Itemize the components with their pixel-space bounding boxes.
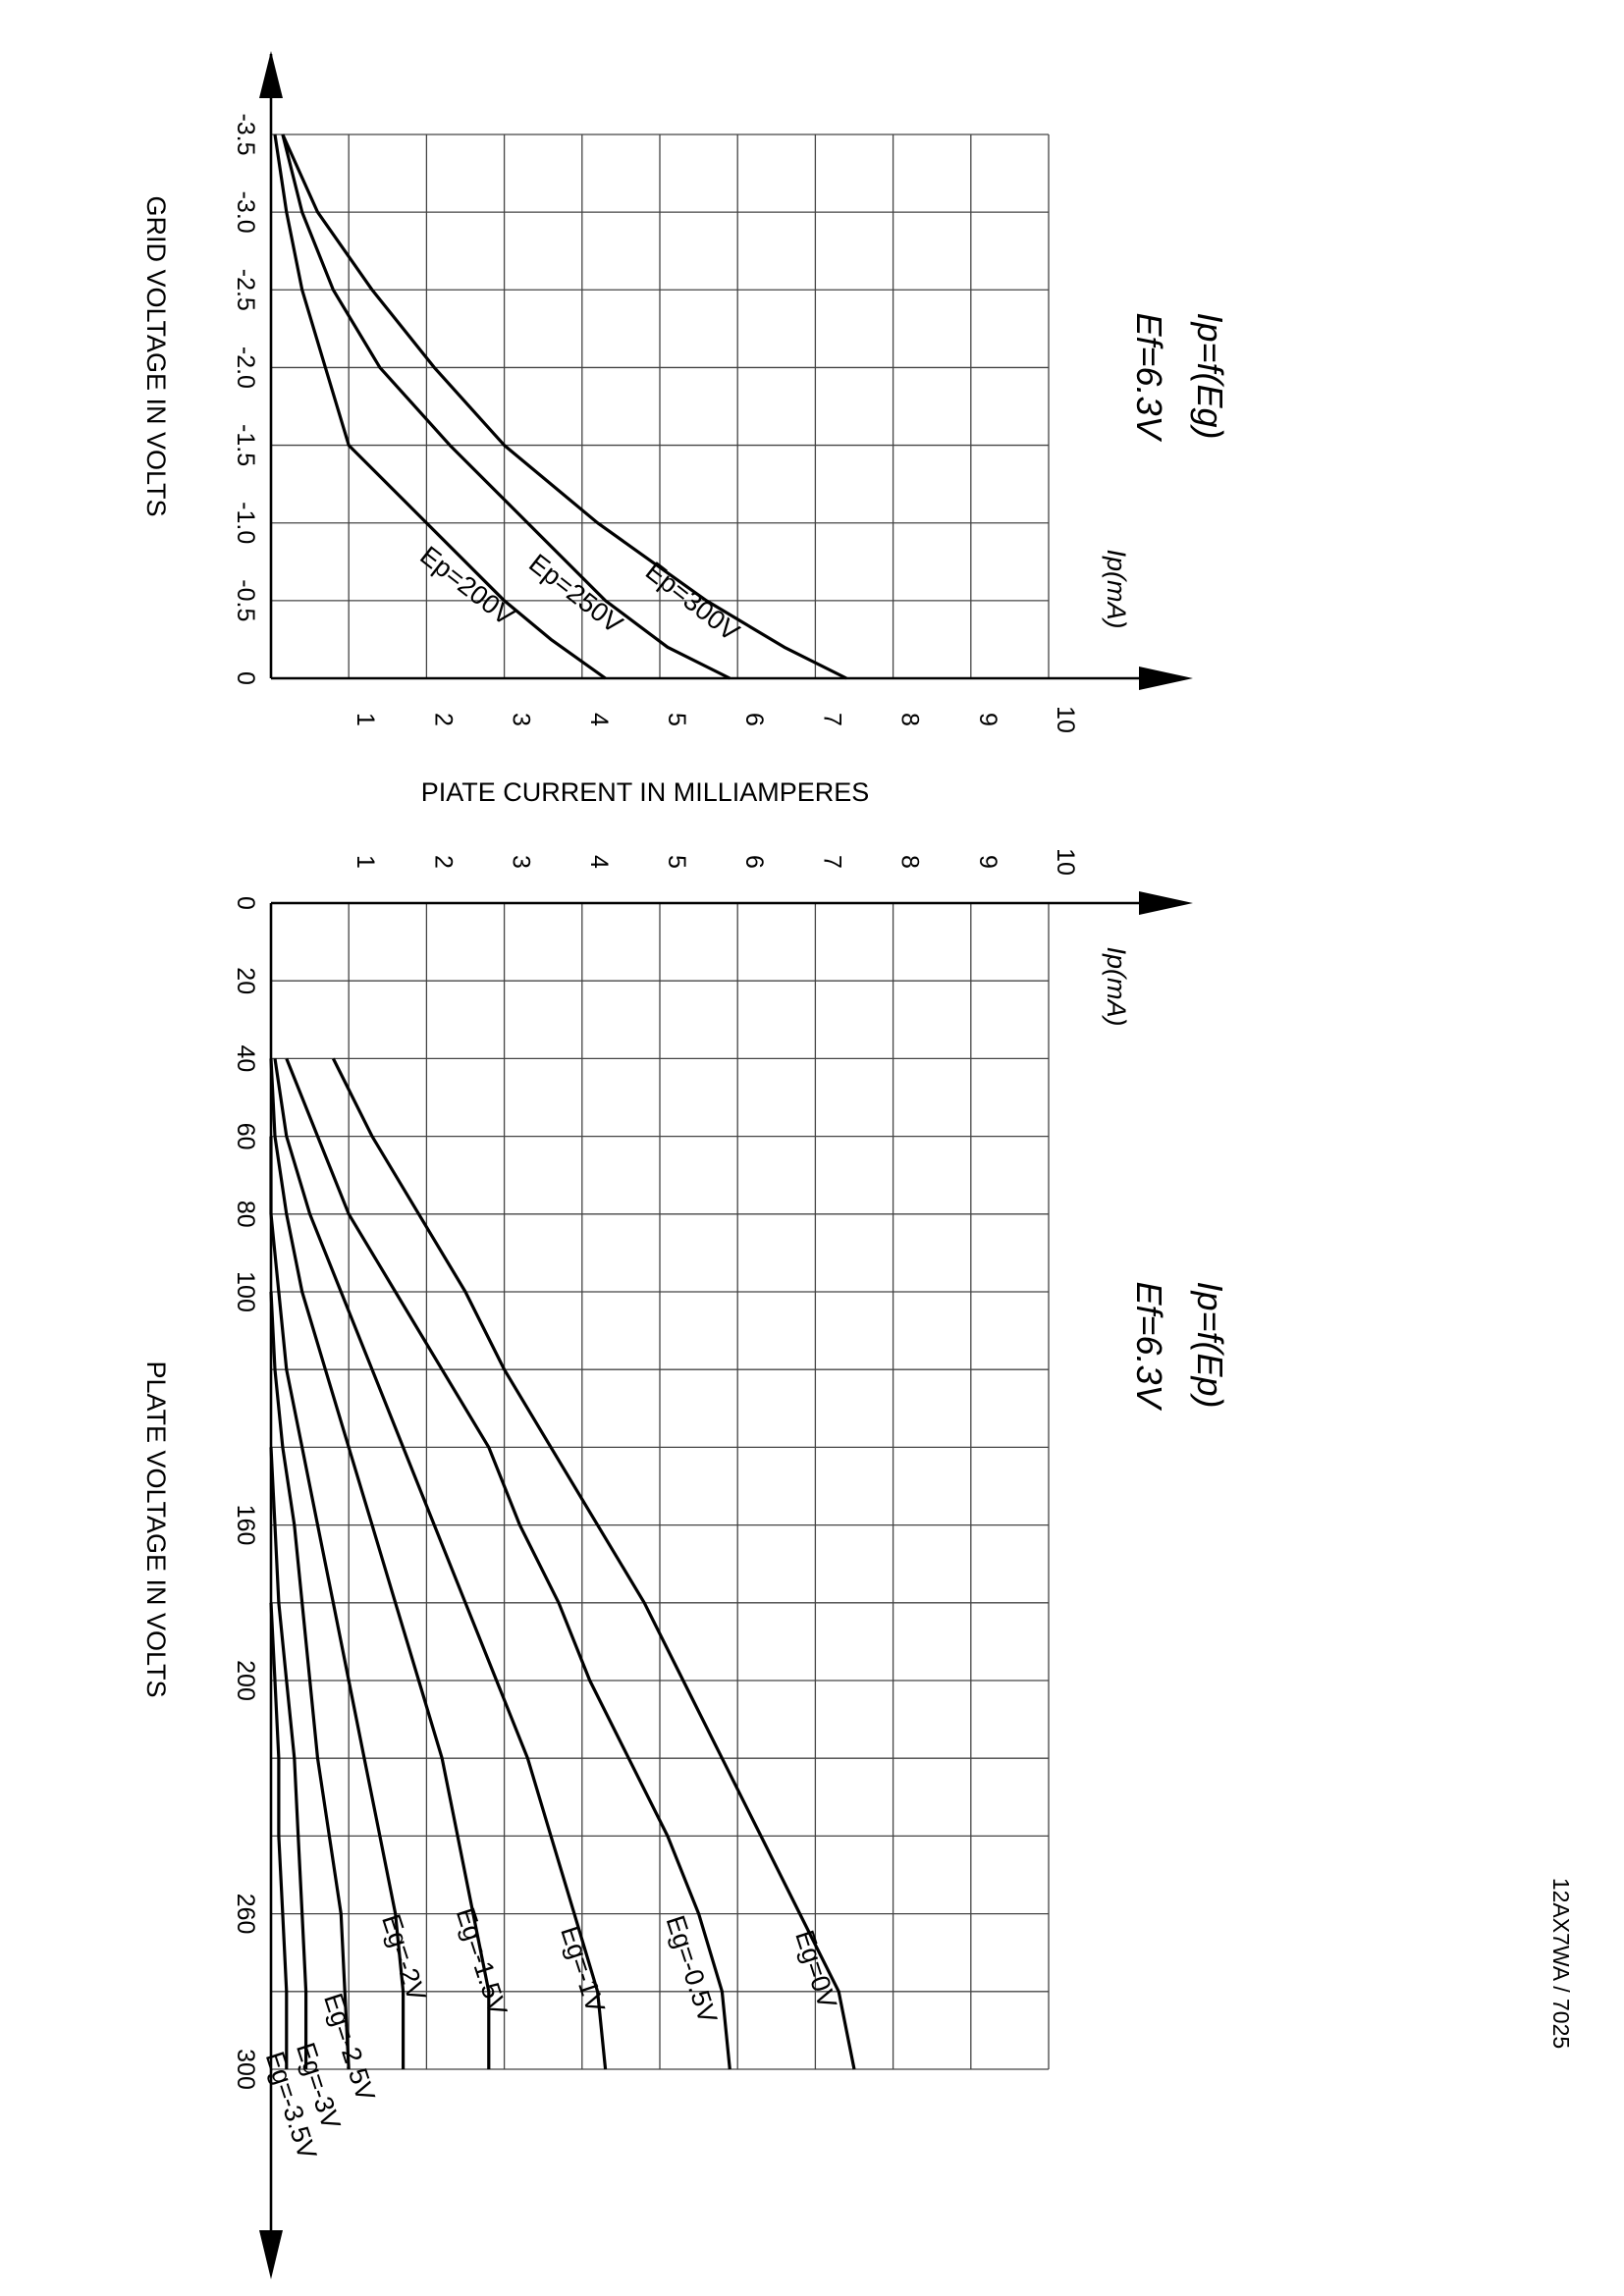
chart2-current-tick-label: 9 [974,855,1001,869]
chart1-grid-voltage-tick-label: -3.5 [232,113,259,155]
chart2-current-tick-label: 2 [429,855,457,869]
chart2-plate-voltage-tick-label: 60 [232,1123,259,1150]
chart1-axes [259,51,1193,690]
chart2-current-tick-label: 7 [818,855,845,869]
chart1-grid-voltage-tick-label: -2.5 [232,269,259,311]
chart1-grid-voltage-tick-label: -0.5 [232,579,259,621]
chart1-curve-label-ep-300v: Ep=300V [640,556,745,647]
curve-eg-0-5v [285,1057,731,2070]
chart2-current-tick-label: 6 [740,855,768,869]
chart2-curve-label-eg-0v: Eg=0V [789,1927,842,2012]
chart1-curve-label-ep-250v: Ep=250V [523,549,628,640]
curve-eg-3v [269,1447,308,2069]
chart2-plate-voltage-tick-label: 100 [232,1271,259,1312]
chart1-current-tick-label: 10 [1052,706,1079,733]
chart2-current-axis-arrow [1139,891,1193,915]
chart2-axes [259,891,1193,2279]
curve-eg-1-5v [269,1058,491,2069]
chart2-current-tick-label: 4 [585,855,613,869]
chart2-plate-voltage-tick-label: 160 [232,1505,259,1546]
chart2-current-tick-label: 1 [352,855,379,869]
chart1-grid-voltage-tick-label: -1.5 [232,424,259,466]
chart2-grid [270,902,1050,2070]
chart2-subtitle: Ef=6.3V [1129,1281,1169,1411]
chart2-plate-voltage-ticks: 0 20 40 60 80 100 160 200 260 300 [232,896,259,2090]
chart1-grid-voltage-tick-label: -3.0 [232,191,259,234]
chart1-current-tick-label: 7 [818,713,845,726]
chart2-current-ticks: 1 2 3 4 5 6 7 8 9 10 [352,848,1079,876]
curve-eg-1v [273,1058,608,2070]
chart1-curve-label-ep-200v: Ep=200V [414,541,519,632]
chart1-current-unit: Ip(mA) [1102,550,1131,629]
chart1-subtitle: Ef=6.3V [1129,312,1169,442]
chart2-plate-voltage-tick-label: 260 [232,1894,259,1935]
chart1-curves [273,133,847,680]
chart1-current-axis-arrow [1139,667,1193,690]
chart2-curve-label-eg-2v: Eg=-2V [376,1911,432,2005]
chart2-current-tick-label: 5 [663,855,690,869]
chart1-current-ticks: 1 2 3 4 5 6 7 8 9 10 [352,706,1079,733]
chart2-plate-voltage-tick-label: 20 [232,967,259,994]
chart2-plate-voltage-tick-label: 80 [232,1201,259,1228]
curve-eg-2v [269,1136,406,2069]
curve-ep-300v [281,133,847,680]
chart1-grid-voltage-axis-label: GRID VOLTAGE IN VOLTS [141,195,171,516]
chart2-curve-labels: Eg=0VEg=-0.5VEg=-1VEg=-1.5VEg=-2VEg=-2.5… [260,1904,842,2163]
chart2-title: Ip=f(Ep) [1190,1281,1230,1408]
curve-eg-0v [331,1057,856,2070]
chart2-plate-voltage-axis-label: PLATE VOLTAGE IN VOLTS [141,1361,171,1697]
chart1-voltage-axis-arrow [259,51,283,98]
chart1-title: Ip=f(Eg) [1190,312,1230,439]
chart1-current-tick-label: 3 [508,713,535,726]
chart1-current-tick-label: 1 [352,713,379,726]
chart2-plate-voltage-tick-label: 0 [232,896,259,910]
curve-eg-2-5v [269,1291,351,2070]
chart-ip-vs-plate-voltage: Eg=0VEg=-0.5VEg=-1VEg=-1.5VEg=-2VEg=-2.5… [141,848,1230,2279]
curve-eg-3-5v [269,1602,289,2069]
chart1-grid [270,133,1050,679]
chart1-grid-voltage-ticks: -3.5 -3.0 -2.5 -2.0 -1.5 -1.0 -0.5 0 [232,113,259,685]
chart1-current-tick-label: 6 [740,713,768,726]
chart2-current-unit: Ip(mA) [1102,947,1131,1027]
chart1-grid-voltage-tick-label: 0 [232,671,259,685]
chart2-plate-voltage-tick-label: 40 [232,1044,259,1072]
chart2-current-tick-label: 10 [1052,848,1079,876]
chart2-curves [269,1057,856,2070]
chart1-curve-labels: Ep=200V Ep=250V Ep=300V [414,541,744,647]
chart-ip-vs-grid-voltage: Ep=200V Ep=250V Ep=300V 1 2 3 4 5 6 7 8 9 10 -3.5-3… [141,51,1230,733]
chart1-current-tick-label: 5 [663,713,690,726]
chart1-current-tick-label: 4 [585,713,613,726]
chart1-grid-voltage-tick-label: -1.0 [232,502,259,544]
curve-ep-200v [273,133,607,680]
chart1-grid-voltage-tick-label: -2.0 [232,347,259,389]
curve-ep-250v [281,133,731,680]
chart1-current-tick-label: 8 [896,713,924,726]
chart2-current-tick-label: 8 [896,855,924,869]
chart2-curve-label-eg-0-5v: Eg=-0.5V [661,1912,724,2027]
chart1-current-tick-label: 2 [429,713,457,726]
chart2-curve-label-eg-1-5v: Eg=-1.5V [451,1904,514,2019]
chart2-current-tick-label: 3 [508,855,535,869]
chart1-current-tick-label: 9 [974,713,1001,726]
chart2-plate-voltage-tick-label: 300 [232,2049,259,2090]
chart2-voltage-axis-arrow [259,2230,283,2279]
chart2-curve-label-eg-1v: Eg=-1V [555,1922,611,2016]
chart2-plate-voltage-tick-label: 200 [232,1660,259,1701]
footer-code: 12AX7WA / 7025 [1548,1878,1574,2049]
shared-current-axis-label: PIATE CURRENT IN MILLIAMPERES [421,777,870,807]
